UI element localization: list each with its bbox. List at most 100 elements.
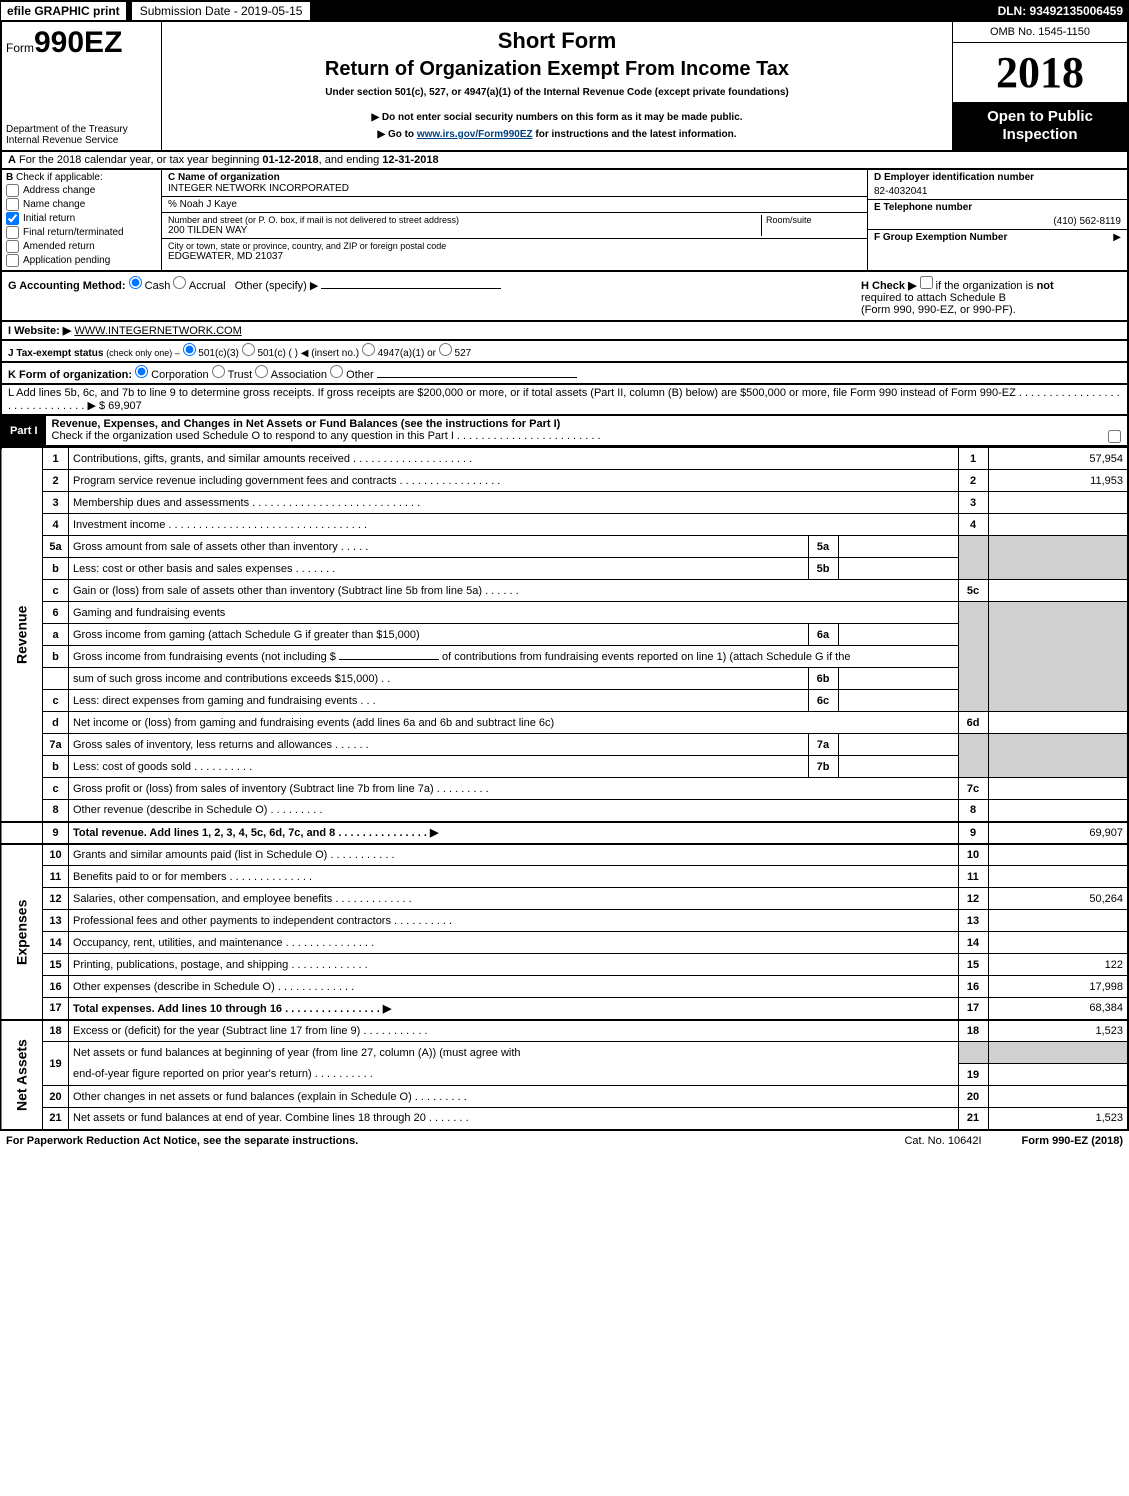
j-o2: 501(c) ( ) ◀ (insert no.) bbox=[257, 348, 359, 359]
radio-501c3[interactable] bbox=[183, 343, 196, 356]
ln3-rnum: 3 bbox=[958, 492, 988, 514]
ln17-num: 17 bbox=[43, 998, 69, 1020]
dept-treasury: Department of the Treasury bbox=[6, 124, 157, 135]
ln5c-desc: Gain or (loss) from sale of assets other… bbox=[69, 580, 959, 602]
b-3: Final return/terminated bbox=[23, 227, 124, 238]
omb-number: OMB No. 1545-1150 bbox=[953, 22, 1127, 43]
ln8-rnum: 8 bbox=[958, 800, 988, 822]
ln19-desc1: Net assets or fund balances at beginning… bbox=[69, 1042, 959, 1064]
ln10-rnum: 10 bbox=[958, 844, 988, 866]
j-note: (check only one) – bbox=[106, 348, 180, 358]
radio-trust[interactable] bbox=[212, 365, 225, 378]
shade-6b bbox=[988, 602, 1128, 712]
radio-501c[interactable] bbox=[242, 343, 255, 356]
ln6b-desc2: sum of such gross income and contributio… bbox=[69, 668, 809, 690]
short-form-title: Short Form bbox=[178, 28, 936, 54]
radio-cash[interactable] bbox=[129, 276, 142, 289]
ln5b-subamt bbox=[838, 558, 958, 580]
a-begin: 01-12-2018 bbox=[262, 154, 318, 166]
care-of: % Noah J Kaye bbox=[162, 197, 867, 213]
website-link[interactable]: WWW.INTEGERNETWORK.COM bbox=[74, 325, 241, 337]
ln3-desc: Membership dues and assessments . . . . … bbox=[69, 492, 959, 514]
ln4-amt bbox=[988, 514, 1128, 536]
ln9-desc: Total revenue. Add lines 1, 2, 3, 4, 5c,… bbox=[69, 822, 959, 844]
ln5c-num: c bbox=[43, 580, 69, 602]
ln17-desc: Total expenses. Add lines 10 through 16 … bbox=[69, 998, 959, 1020]
g-cash: Cash bbox=[145, 280, 171, 292]
chk-application-pending[interactable] bbox=[6, 254, 19, 267]
ln20-desc: Other changes in net assets or fund bala… bbox=[69, 1086, 959, 1108]
return-title: Return of Organization Exempt From Incom… bbox=[178, 58, 936, 81]
g-label: G Accounting Method: bbox=[8, 280, 126, 292]
ln21-rnum: 21 bbox=[958, 1108, 988, 1130]
row-k: K Form of organization: Corporation Trus… bbox=[0, 363, 1129, 385]
h-t1: if the organization is bbox=[936, 280, 1037, 292]
ln17-amt: 68,384 bbox=[988, 998, 1128, 1020]
ln5a-subamt bbox=[838, 536, 958, 558]
ln4-rnum: 4 bbox=[958, 514, 988, 536]
block-bcdef: B Check if applicable: Address change Na… bbox=[0, 170, 1129, 272]
section-h: H Check ▶ if the organization is not req… bbox=[861, 276, 1121, 316]
ln18-amt: 1,523 bbox=[988, 1020, 1128, 1042]
ln18-desc: Excess or (deficit) for the year (Subtra… bbox=[69, 1020, 959, 1042]
do-not-note: ▶ Do not enter social security numbers o… bbox=[178, 112, 936, 123]
ln18-num: 18 bbox=[43, 1020, 69, 1042]
chk-h[interactable] bbox=[920, 276, 933, 289]
ln6c-subamt bbox=[838, 690, 958, 712]
b-5: Application pending bbox=[23, 255, 110, 266]
ln5b-num: b bbox=[43, 558, 69, 580]
shade-19b bbox=[988, 1042, 1128, 1064]
ln10-amt bbox=[988, 844, 1128, 866]
radio-accrual[interactable] bbox=[173, 276, 186, 289]
chk-address-change[interactable] bbox=[6, 184, 19, 197]
radio-other-org[interactable] bbox=[330, 365, 343, 378]
section-def: D Employer identification number 82-4032… bbox=[867, 170, 1127, 270]
phone: (410) 562-8119 bbox=[874, 213, 1121, 227]
e-label: E Telephone number bbox=[874, 202, 972, 213]
a-end: 12-31-2018 bbox=[382, 154, 438, 166]
ln16-num: 16 bbox=[43, 976, 69, 998]
ln12-rnum: 12 bbox=[958, 888, 988, 910]
chk-amended-return[interactable] bbox=[6, 240, 19, 253]
chk-schedule-o-p1[interactable] bbox=[1108, 430, 1121, 443]
k-o2: Trust bbox=[228, 369, 253, 381]
open-l2: Inspection bbox=[957, 126, 1123, 144]
ln6d-num: d bbox=[43, 712, 69, 734]
ein: 82-4032041 bbox=[874, 183, 1121, 197]
ln5c-amt bbox=[988, 580, 1128, 602]
row-l: L Add lines 5b, 6c, and 7b to line 9 to … bbox=[0, 385, 1129, 416]
part-i-title: Revenue, Expenses, and Changes in Net As… bbox=[52, 418, 561, 430]
ln15-amt: 122 bbox=[988, 954, 1128, 976]
ln6b-subamt bbox=[838, 668, 958, 690]
j-label: J Tax-exempt status bbox=[8, 348, 103, 359]
ln6a-desc: Gross income from gaming (attach Schedul… bbox=[69, 624, 809, 646]
ln8-amt bbox=[988, 800, 1128, 822]
ln10-num: 10 bbox=[43, 844, 69, 866]
ln11-amt bbox=[988, 866, 1128, 888]
part-i-table: Revenue 1 Contributions, gifts, grants, … bbox=[0, 447, 1129, 1131]
j-o1: 501(c)(3) bbox=[198, 348, 239, 359]
ln14-num: 14 bbox=[43, 932, 69, 954]
ln19-amt bbox=[988, 1064, 1128, 1086]
efile-print-label[interactable]: efile GRAPHIC print bbox=[0, 1, 127, 21]
ln9-amt: 69,907 bbox=[988, 822, 1128, 844]
f-arrow: ▶ bbox=[1113, 232, 1121, 243]
chk-name-change[interactable] bbox=[6, 198, 19, 211]
ln6c-num: c bbox=[43, 690, 69, 712]
ln12-desc: Salaries, other compensation, and employ… bbox=[69, 888, 959, 910]
radio-4947[interactable] bbox=[362, 343, 375, 356]
org-name: INTEGER NETWORK INCORPORATED bbox=[168, 183, 861, 194]
row-i: I Website: ▶ WWW.INTEGERNETWORK.COM bbox=[0, 322, 1129, 341]
shade-5b bbox=[988, 536, 1128, 580]
ln5b-desc: Less: cost or other basis and sales expe… bbox=[69, 558, 809, 580]
radio-corp[interactable] bbox=[135, 365, 148, 378]
line-a: A For the 2018 calendar year, or tax yea… bbox=[0, 152, 1129, 170]
chk-initial-return[interactable] bbox=[6, 212, 19, 225]
ln7b-sub: 7b bbox=[808, 756, 838, 778]
radio-527[interactable] bbox=[439, 343, 452, 356]
ln19-num: 19 bbox=[43, 1042, 69, 1086]
goto-link[interactable]: www.irs.gov/Form990EZ bbox=[417, 129, 533, 140]
ln8-desc: Other revenue (describe in Schedule O) .… bbox=[69, 800, 959, 822]
radio-assoc[interactable] bbox=[255, 365, 268, 378]
chk-final-return[interactable] bbox=[6, 226, 19, 239]
